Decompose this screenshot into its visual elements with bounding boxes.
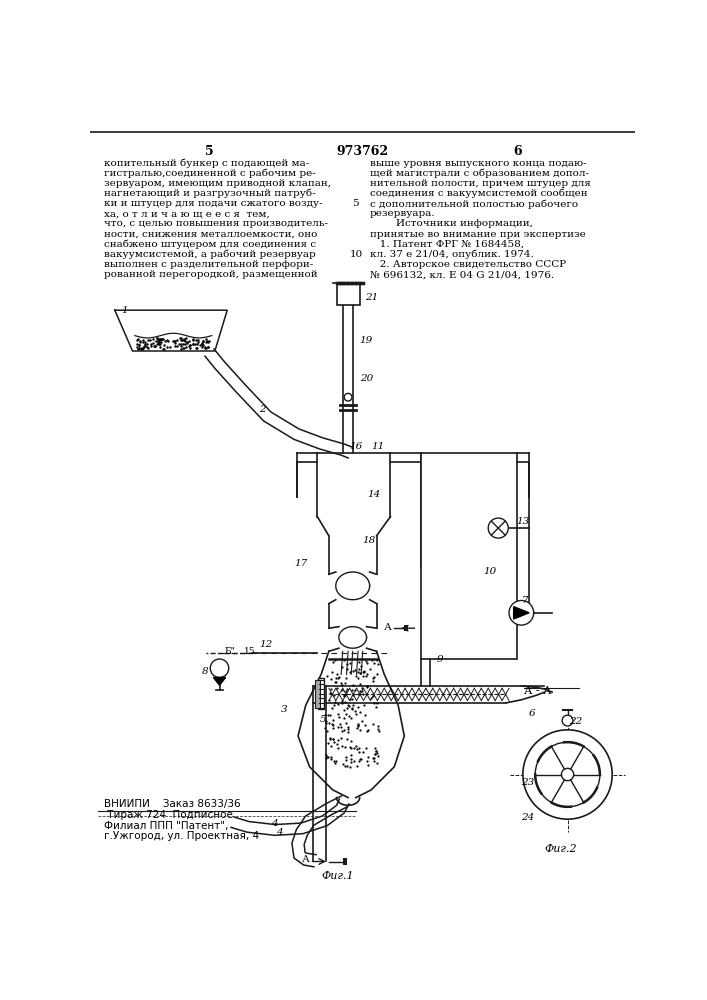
Text: 23: 23: [521, 778, 534, 787]
Circle shape: [489, 518, 508, 538]
Text: А - А: А - А: [524, 686, 551, 696]
Text: 1. Патент ФРГ № 1684458,: 1. Патент ФРГ № 1684458,: [370, 240, 524, 249]
Bar: [337, 283, 360, 305]
Circle shape: [344, 393, 352, 401]
Text: 16: 16: [350, 442, 363, 451]
Circle shape: [561, 768, 573, 781]
Text: 24: 24: [521, 813, 534, 822]
Text: 17: 17: [294, 559, 308, 568]
Text: ха, о т л и ч а ю щ е е с я  тем,: ха, о т л и ч а ю щ е е с я тем,: [104, 209, 270, 218]
Text: что, с целью повышения производитель-: что, с целью повышения производитель-: [104, 219, 328, 228]
Text: 18: 18: [363, 536, 376, 545]
Text: Фиг.1: Фиг.1: [321, 871, 354, 881]
Text: 6: 6: [529, 709, 536, 718]
Text: г.Ужгород, ул. Проектная, 4: г.Ужгород, ул. Проектная, 4: [104, 831, 259, 841]
Polygon shape: [339, 627, 366, 648]
Circle shape: [535, 742, 600, 807]
Text: 13: 13: [516, 517, 530, 526]
Text: нагнетающий и разгрузочный патруб-: нагнетающий и разгрузочный патруб-: [104, 189, 315, 198]
Text: 15: 15: [244, 647, 256, 656]
Text: рованной перегородкой, размещенной: рованной перегородкой, размещенной: [104, 270, 317, 279]
Polygon shape: [514, 607, 529, 619]
Text: зервуаром, имеющим приводной клапан,: зервуаром, имеющим приводной клапан,: [104, 179, 331, 188]
Text: 5: 5: [320, 715, 326, 724]
Text: 973762: 973762: [336, 145, 388, 158]
Text: выше уровня выпускного конца подаю-: выше уровня выпускного конца подаю-: [370, 158, 586, 167]
Text: снабжено штуцером для соединения с: снабжено штуцером для соединения с: [104, 240, 316, 249]
Text: 7: 7: [521, 596, 528, 605]
Bar: [404, 625, 408, 631]
Text: резервуара.: резервуара.: [370, 209, 436, 218]
Text: 20: 20: [360, 374, 373, 383]
Bar: [315, 680, 320, 708]
Text: № 696132, кл. Е 04 G 21/04, 1976.: № 696132, кл. Е 04 G 21/04, 1976.: [370, 270, 554, 279]
Text: 21: 21: [365, 293, 378, 302]
Text: 6: 6: [513, 145, 522, 158]
Text: 8: 8: [201, 667, 209, 676]
Text: Филиал ППП "Патент",: Филиал ППП "Патент",: [104, 821, 228, 831]
Text: 12: 12: [259, 640, 273, 649]
Text: ки и штуцер для подачи сжатого возду-: ки и штуцер для подачи сжатого возду-: [104, 199, 322, 208]
Circle shape: [523, 730, 612, 819]
Circle shape: [509, 600, 534, 625]
Text: Фиг.2: Фиг.2: [544, 844, 577, 854]
Text: Б": Б": [224, 647, 235, 656]
Text: ВНИИПИ    Заказ 8633/36: ВНИИПИ Заказ 8633/36: [104, 799, 240, 809]
Text: копительный бункер с подающей ма-: копительный бункер с подающей ма-: [104, 158, 309, 168]
Text: 11: 11: [371, 442, 385, 451]
Text: 10: 10: [350, 250, 363, 259]
Text: нительной полости, причем штуцер для: нительной полости, причем штуцер для: [370, 179, 590, 188]
Text: Источники информации,: Источники информации,: [370, 219, 532, 228]
Text: выполнен с разделительной перфори-: выполнен с разделительной перфори-: [104, 260, 313, 269]
Text: 10: 10: [483, 567, 496, 576]
Text: соединения с вакуумсистемой сообщен: соединения с вакуумсистемой сообщен: [370, 189, 588, 198]
Text: вакуумсистемой, а рабочий резервуар: вакуумсистемой, а рабочий резервуар: [104, 250, 316, 259]
Text: ности, снижения металлоемкости, оно: ности, снижения металлоемкости, оно: [104, 230, 317, 239]
Text: 22: 22: [569, 717, 583, 726]
Bar: [343, 858, 346, 865]
Text: Тираж 724  Подписное: Тираж 724 Подписное: [104, 810, 233, 820]
Text: 9: 9: [437, 655, 443, 664]
Text: с дополнительной полостью рабочего: с дополнительной полостью рабочего: [370, 199, 578, 209]
Circle shape: [562, 715, 573, 726]
Text: гистралью,соединенной с рабочим ре-: гистралью,соединенной с рабочим ре-: [104, 169, 316, 178]
Bar: [318, 678, 325, 709]
Polygon shape: [214, 677, 226, 685]
Text: 2: 2: [259, 405, 266, 414]
Text: А: А: [302, 855, 310, 864]
Text: 14: 14: [368, 490, 380, 499]
Polygon shape: [336, 572, 370, 600]
Text: принятые во внимание при экспертизе: принятые во внимание при экспертизе: [370, 230, 585, 239]
Text: 4: 4: [271, 819, 278, 828]
Text: 5: 5: [352, 199, 358, 208]
Text: 4: 4: [276, 828, 283, 837]
Text: 2. Авторское свидетельство СССР: 2. Авторское свидетельство СССР: [370, 260, 566, 269]
Bar: [421, 453, 518, 659]
Text: щей магистрали с образованием допол-: щей магистрали с образованием допол-: [370, 169, 589, 178]
Text: кл. 37 е 21/04, опублик. 1974.: кл. 37 е 21/04, опублик. 1974.: [370, 250, 533, 259]
Text: А: А: [385, 623, 392, 632]
Polygon shape: [115, 310, 227, 351]
Text: 3: 3: [281, 705, 288, 714]
Text: 1: 1: [121, 306, 127, 315]
Circle shape: [210, 659, 229, 677]
Text: 5: 5: [205, 145, 214, 158]
Text: 19: 19: [360, 336, 373, 345]
